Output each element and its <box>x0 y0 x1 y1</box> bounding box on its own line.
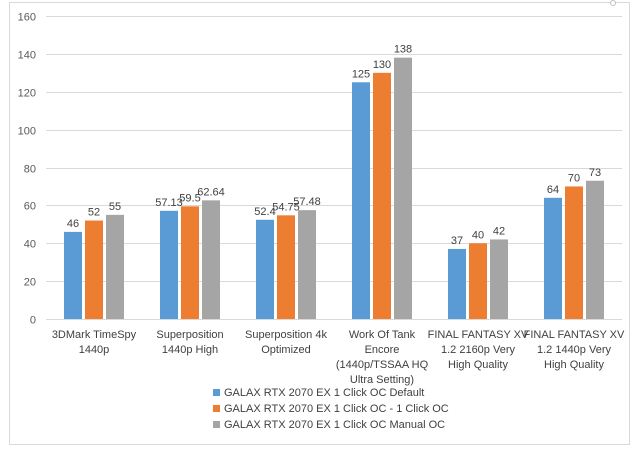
x-axis-categories: 3DMark TimeSpy 1440p Superposition 1440p Hi… <box>52 329 625 386</box>
y-tick-label: 80 <box>24 164 36 176</box>
bar-3-5 <box>490 239 508 319</box>
y-tick-label: 20 <box>24 277 36 289</box>
data-label-2-2: 59.5 <box>179 192 200 204</box>
bar-2-1 <box>85 220 103 319</box>
bar-3-3 <box>298 210 316 319</box>
x-category-label: 1440p High <box>162 344 218 356</box>
bar-3-1 <box>106 214 124 319</box>
x-category-label: Work Of Tank <box>349 329 416 341</box>
data-label-3-1: 55 <box>109 201 121 213</box>
bar-1-1 <box>64 231 82 319</box>
data-label-1-3: 52.4 <box>254 206 275 218</box>
bar-2-5 <box>469 243 487 319</box>
x-category-label: Superposition <box>156 329 223 341</box>
data-label-3-6: 73 <box>589 167 601 179</box>
data-label-2-4: 130 <box>373 59 391 71</box>
y-axis-ticks: 0 20 40 60 80 100 120 140 160 <box>18 12 36 327</box>
x-category-label: 1.2 1440p Very <box>537 344 612 356</box>
y-tick-label: 120 <box>18 88 36 100</box>
bar-3-4 <box>394 57 412 319</box>
legend: GALAX RTX 2070 EX 1 Click OC Default GALA… <box>213 387 449 431</box>
legend-swatch-2 <box>213 405 220 412</box>
data-label-2-3: 54.75 <box>272 201 300 213</box>
bar-2-2 <box>181 206 199 319</box>
data-label-1-5: 37 <box>451 235 463 247</box>
data-label-3-4: 138 <box>394 44 412 56</box>
x-category-label: High Quality <box>544 359 604 371</box>
bar-1-5 <box>448 248 466 319</box>
bar-1-3 <box>256 219 274 319</box>
x-category-label: FINAL FANTASY XV <box>428 329 529 341</box>
y-tick-label: 60 <box>24 201 36 213</box>
data-labels: 46 57.13 52.4 125 37 64 52 59.5 54.75 130 40 70 55 62… <box>67 44 601 247</box>
x-category-label: FINAL FANTASY XV <box>524 329 625 341</box>
bar-2-6 <box>565 186 583 319</box>
y-tick-label: 140 <box>18 50 36 62</box>
bar-1-2 <box>160 210 178 319</box>
data-label-2-6: 70 <box>568 172 580 184</box>
bar-1-4 <box>352 82 370 319</box>
legend-swatch-3 <box>213 421 220 428</box>
data-label-2-1: 52 <box>88 207 100 219</box>
data-label-1-6: 64 <box>547 184 559 196</box>
x-category-label: High Quality <box>448 359 508 371</box>
y-tick-label: 100 <box>18 126 36 138</box>
legend-entry-1: GALAX RTX 2070 EX 1 Click OC Default <box>224 387 424 399</box>
x-category-label: Superposition 4k <box>245 329 327 341</box>
x-category-label: 3DMark TimeSpy <box>52 329 137 341</box>
data-label-1-2: 57.13 <box>155 197 183 209</box>
x-category-label: Optimized <box>261 344 311 356</box>
x-category-label: Ultra Setting) <box>350 374 414 386</box>
resize-handle-top-right[interactable] <box>610 0 616 6</box>
legend-swatch-1 <box>213 389 220 396</box>
bar-2-4 <box>373 72 391 319</box>
data-label-2-5: 40 <box>472 229 484 241</box>
data-label-1-4: 125 <box>352 68 370 80</box>
bar-1-6 <box>544 197 562 319</box>
x-category-label: (1440p/TSSAA HQ <box>336 359 429 371</box>
x-category-label: 1.2 2160p Very <box>441 344 516 356</box>
x-category-label: 1440p <box>79 344 110 356</box>
legend-entry-3: GALAX RTX 2070 EX 1 Click OC Manual OC <box>224 419 445 431</box>
legend-entry-2: GALAX RTX 2070 EX 1 Click OC - 1 Click O… <box>224 403 449 415</box>
data-label-3-5: 42 <box>493 225 505 237</box>
data-label-3-3: 57.48 <box>293 196 321 208</box>
y-tick-label: 40 <box>24 239 36 251</box>
y-tick-label: 0 <box>30 315 36 327</box>
x-category-label: Encore <box>365 344 400 356</box>
bar-3-6 <box>586 180 604 319</box>
bars <box>64 57 604 319</box>
gridlines <box>46 16 622 320</box>
bar-2-3 <box>277 215 295 319</box>
data-label-1-1: 46 <box>67 218 79 230</box>
y-tick-label: 160 <box>18 12 36 24</box>
data-label-3-2: 62.64 <box>197 186 225 198</box>
bar-3-2 <box>202 200 220 319</box>
